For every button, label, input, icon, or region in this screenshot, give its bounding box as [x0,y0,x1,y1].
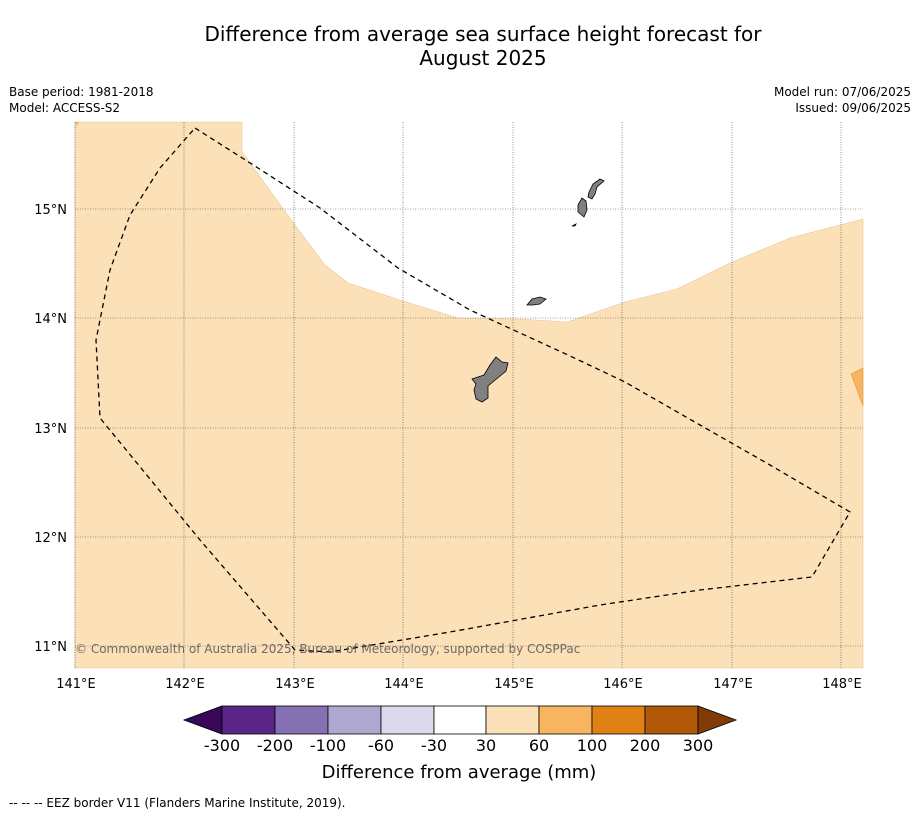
anomaly-region-30-60 [74,121,864,669]
issued-date: Issued: 09/06/2025 [795,101,911,115]
colorbar-tick: 100 [577,736,608,755]
lon-label: 144°E [384,677,424,692]
lon-label: 147°E [713,677,753,692]
colorbar-tick: -30 [421,736,447,755]
colorbar-box [327,705,382,735]
islands [471,178,605,403]
guam-island [471,356,509,403]
tinian-island [577,197,588,218]
anomaly-corner [75,122,79,126]
lat-label: 12°N [34,531,67,546]
lon-label: 148°E [822,677,862,692]
lon-label: 145°E [494,677,534,692]
gridlines [74,122,863,668]
copyright-text: © Commonwealth of Australia 2025, Bureau… [75,642,580,656]
colorbar-extend-max [697,705,738,735]
chart-title: Difference from average sea surface heig… [0,22,919,70]
anomaly-region-60-100 [850,367,864,407]
colorbar-box [644,705,699,735]
map-panel: © Commonwealth of Australia 2025, Bureau… [74,121,864,669]
lon-label: 143°E [275,677,315,692]
lon-label: 146°E [603,677,643,692]
colorbar-tick: 200 [630,736,661,755]
colorbar-tick: 300 [683,736,714,755]
aguijan-island [571,223,577,227]
model-run: Model run: 07/06/2025 [773,85,911,99]
lat-label: 15°N [34,203,67,218]
saipan-island [587,178,605,200]
lon-label: 141°E [56,677,96,692]
colorbar-box [591,705,646,735]
base-period: Base period: 1981-2018 [9,85,154,99]
colorbar-box [274,705,329,735]
colorbar-tick: -60 [368,736,394,755]
colorbar-tick: -100 [310,736,346,755]
colorbar-extend-min [182,705,223,735]
lat-label: 14°N [34,312,67,327]
colorbar-ticks: -300 -200 -100 -60 -30 30 60 100 200 300 [204,736,713,755]
model-name: Model: ACCESS-S2 [9,101,121,115]
colorbar-tick: -300 [204,736,240,755]
lat-label: 11°N [34,640,67,655]
colorbar-box [538,705,593,735]
lat-label: 13°N [34,422,67,437]
eez-border [95,127,851,653]
lat-labels: 15°N 14°N 13°N 12°N 11°N [34,203,67,655]
lon-labels: 141°E 142°E 143°E 144°E 145°E 146°E 147°… [56,677,862,692]
colorbar-label: Difference from average (mm) [322,762,597,783]
colorbar-box [433,705,487,735]
title-line-1: Difference from average sea surface heig… [204,22,762,46]
rota-island [526,296,547,306]
colorbar-tick: -200 [257,736,293,755]
lon-label: 142°E [165,677,205,692]
eez-footnote: -- -- -- EEZ border V11 (Flanders Marine… [9,796,346,810]
colorbar [182,705,738,735]
colorbar-tick: 30 [476,736,496,755]
colorbar-box [221,705,276,735]
colorbar-box [485,705,540,735]
meta-left: Base period: 1981-2018 Model: ACCESS-S2 [9,84,154,116]
colorbar-box [380,705,435,735]
meta-right: Model run: 07/06/2025 Issued: 09/06/2025 [774,84,911,116]
title-line-2: August 2025 [419,46,547,70]
colorbar-tick: 60 [529,736,549,755]
